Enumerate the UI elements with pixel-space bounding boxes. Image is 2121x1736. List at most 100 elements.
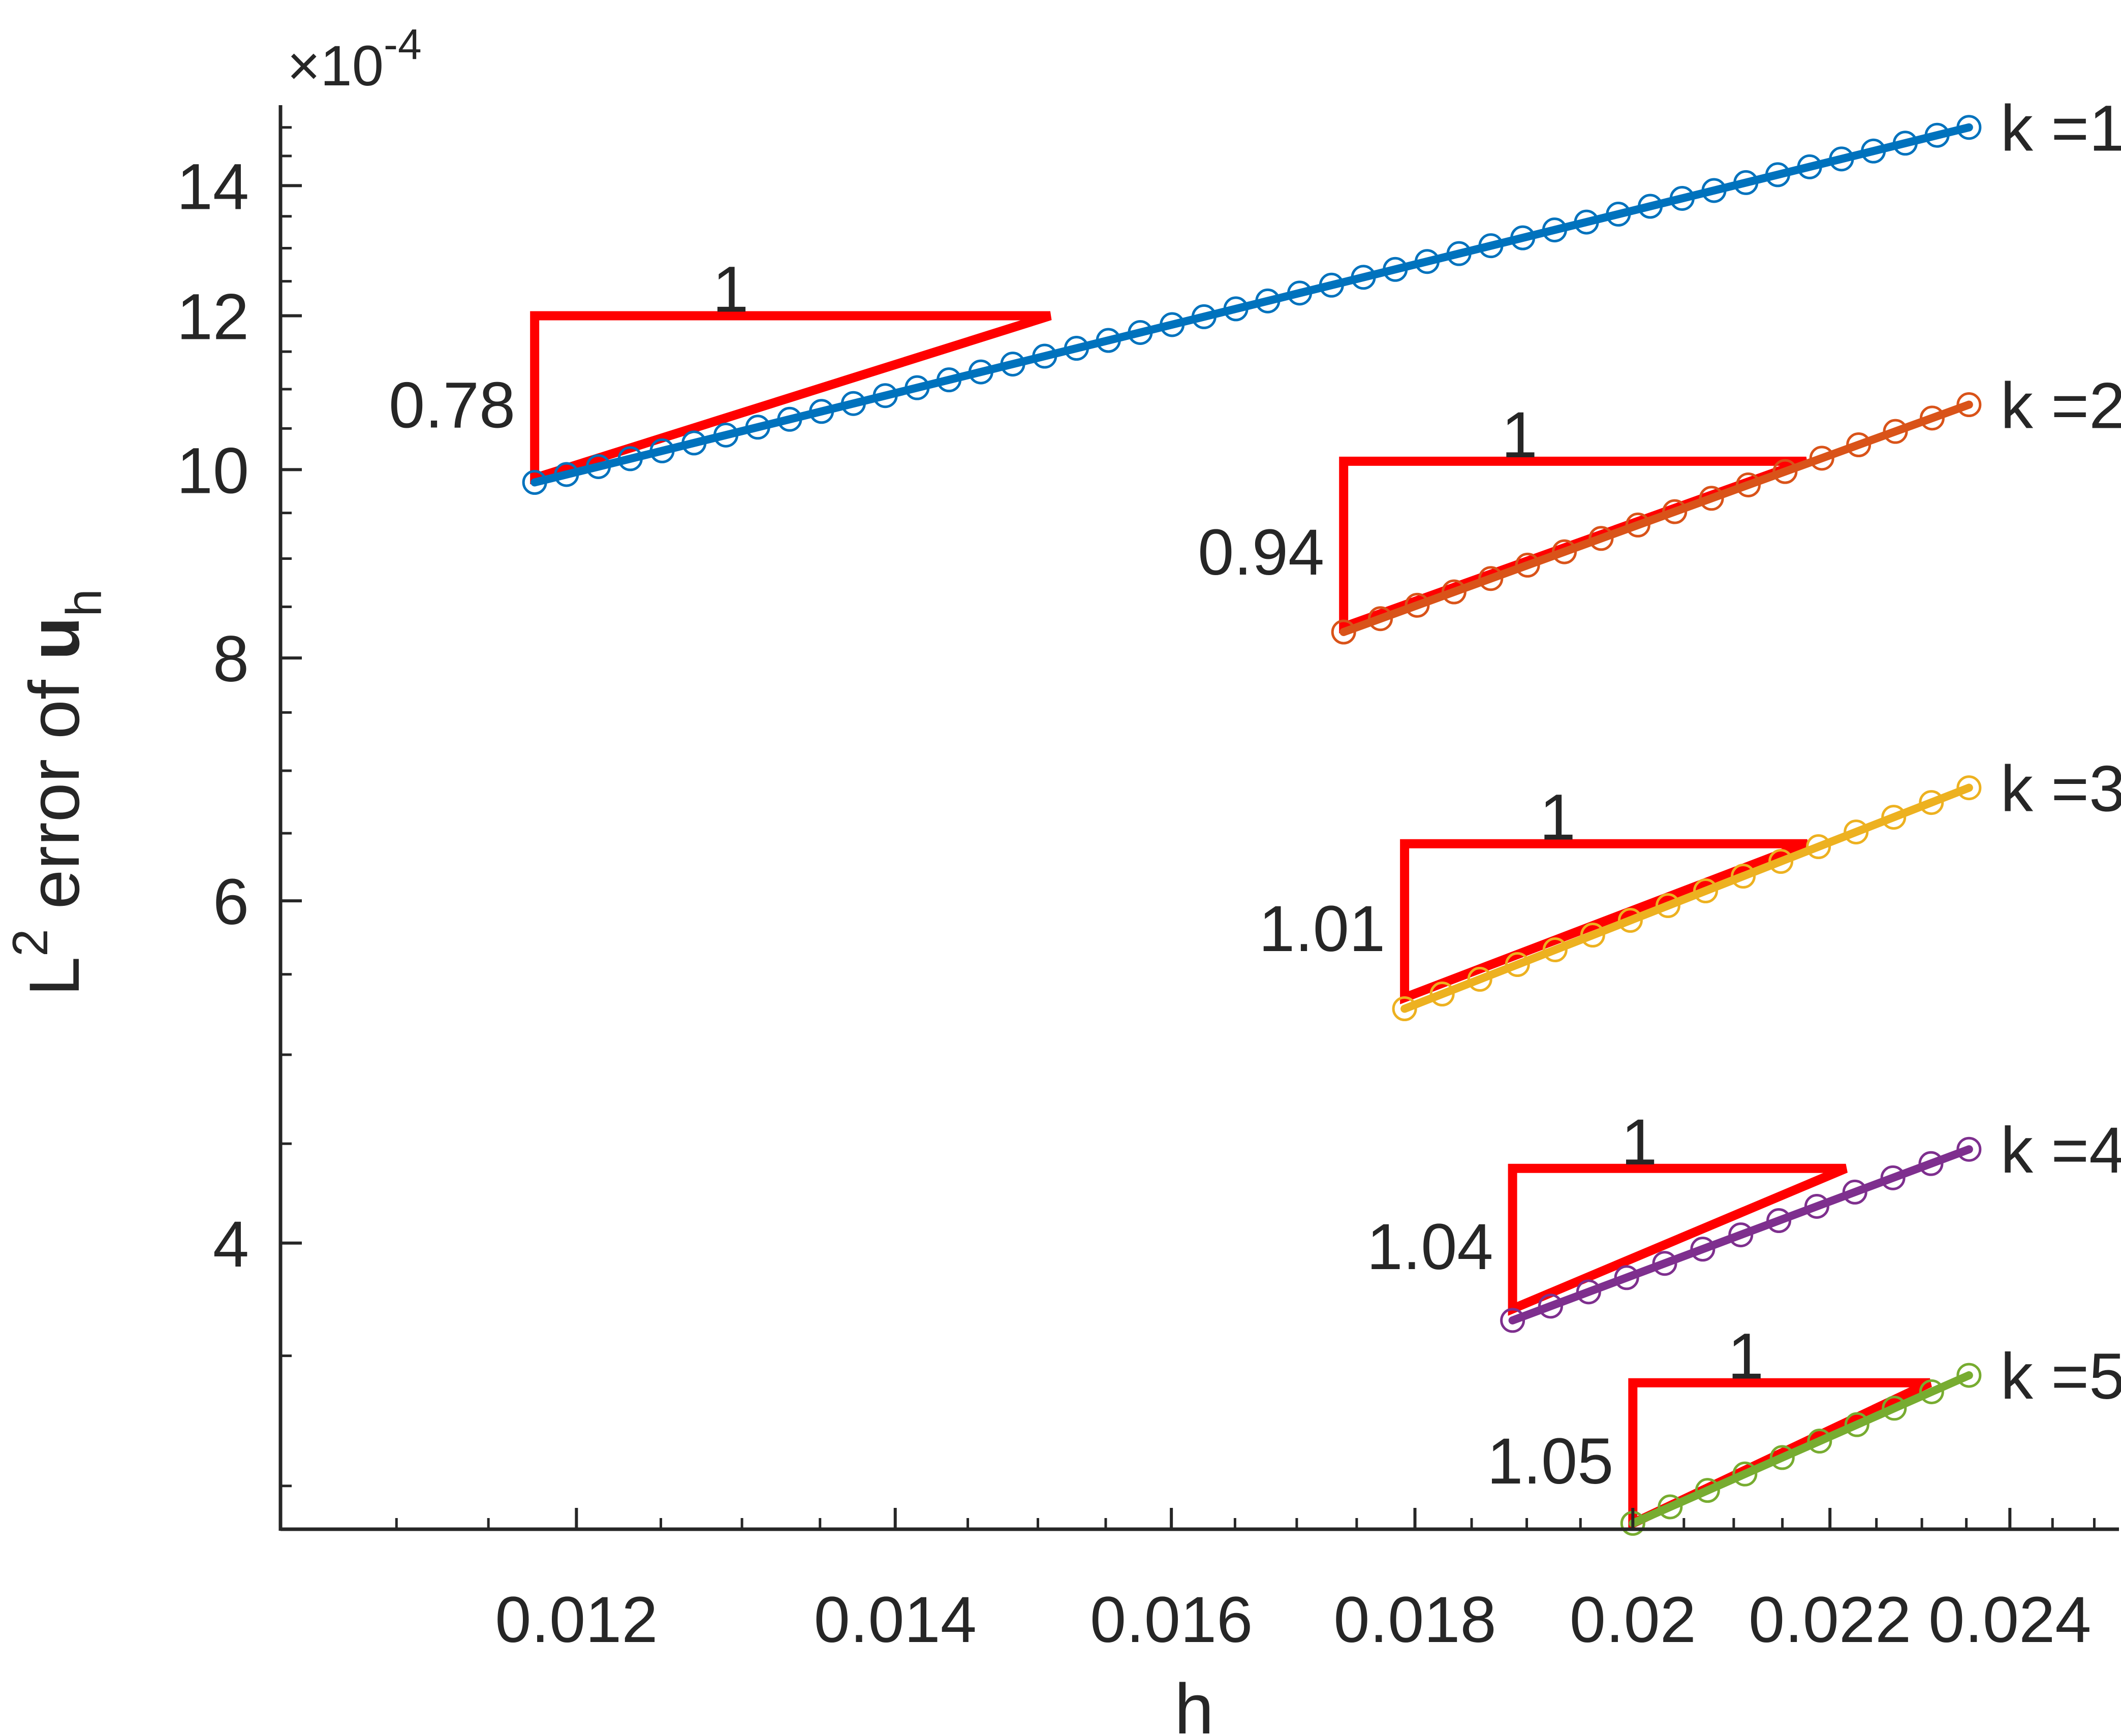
data-point [1883,419,1908,444]
data-point [1638,194,1663,219]
data-point [617,446,643,471]
y-axis-label-sup: 2 [2,929,58,957]
data-point [1735,472,1761,497]
data-point [1844,819,1869,845]
data-point [1574,209,1599,235]
data-point [1733,170,1759,195]
series-line [1629,1371,1973,1528]
data-point [554,462,579,487]
data-point [937,367,962,393]
y-multiplier-exp: -4 [384,20,422,68]
data-point [1606,202,1631,227]
slope-rise-label: 1.05 [1487,1425,1613,1498]
data-point [1882,1396,1907,1421]
slope-triangle-shape [530,311,1052,485]
slope-run-label: 1 [1540,781,1576,854]
slope-run-label: 1 [1502,399,1538,471]
data-point [522,470,547,495]
data-point [1351,265,1376,290]
data-point [809,399,834,424]
data-point [1287,280,1313,306]
x-axis-label: h [1174,1669,1214,1736]
series-label: k =4 [2001,1114,2121,1187]
x-tick-label: 0.024 [1928,1584,2091,1656]
data-point [1542,217,1567,243]
slope-triangle-3: 11.01 [1259,781,1809,1004]
data-point [872,383,898,408]
series-line [531,123,1973,487]
x-tick-label: 0.016 [1090,1584,1253,1656]
series-label: k =1 [2001,92,2121,165]
series-5 [1620,1363,1982,1536]
data-point [1429,982,1455,1007]
axes [278,105,2119,1531]
y-axis-label-bold: u [14,617,94,660]
data-point [1956,115,1982,140]
data-point [1807,1429,1832,1454]
series-label: k =2 [2001,370,2121,443]
y-axis-label-sub: h [56,589,112,617]
data-point [1804,1193,1829,1219]
data-point [1766,1208,1792,1234]
data-point [1768,849,1794,874]
slope-run-label: 1 [1728,1320,1764,1393]
series-4 [1500,1137,1982,1333]
data-point [1956,1137,1982,1162]
data-point [1552,539,1577,564]
y-multiplier: ×10-4 [287,20,422,98]
labels: 0.012 0.014 0.016 0.018 0.02 0.022 0.024 4 6 8 10 1… [177,92,2121,1656]
data-point [1542,937,1568,963]
series-line [1339,400,1973,637]
series-line [1508,1145,1973,1324]
data-point [1505,952,1530,977]
slope-triangle-1: 10.78 [389,253,1052,485]
series-label: k =5 [2001,1340,2121,1413]
data-point [1701,178,1727,203]
data-point [1956,392,1982,418]
y-axis-label-l: L [14,957,94,996]
data-point [1405,592,1430,618]
data-point [1731,864,1756,889]
data-point [1662,499,1688,524]
data-point [1956,775,1982,801]
series-label: k =3 [2001,753,2121,826]
data-point [904,375,930,400]
data-point [1625,512,1650,538]
data-point [1580,923,1605,948]
data-point [1392,996,1417,1022]
series-2 [1331,392,1982,645]
data-point [1655,893,1680,919]
data-point [1842,1179,1867,1205]
slope-triangle-shape [1400,839,1809,1004]
slope-rise-label: 1.01 [1259,893,1385,965]
data-point [1919,405,1945,431]
data-point [1515,552,1540,578]
y-multiplier-times: × [287,34,320,98]
data-point [1191,304,1217,329]
data-point [1765,162,1790,187]
y-axis-label-mid: error of [14,660,94,929]
data-point [713,422,739,448]
y-tick-label: 6 [213,866,249,938]
slope-triangle-4: 11.04 [1366,1106,1848,1316]
data-point [1319,272,1344,298]
data-point [745,415,770,440]
data-point [1467,967,1492,992]
data-point [1919,1379,1944,1404]
slope-run-label: 1 [1621,1106,1657,1179]
slope-triangle-2: 10.94 [1198,399,1808,634]
data-point [1441,579,1467,605]
data-point [1658,1494,1683,1520]
x-tick-label: 0.018 [1333,1584,1496,1656]
data-point [1614,1265,1639,1290]
data-point [1732,1461,1758,1487]
series-line [1400,783,1973,1013]
x-tick-label: 0.022 [1749,1584,1911,1656]
data-point [1588,526,1614,551]
data-point [1918,1151,1944,1176]
data-point [1331,619,1356,645]
y-tick-label: 14 [177,150,249,223]
slope-rise-label: 0.94 [1198,516,1324,589]
series-layer [522,115,1982,1536]
